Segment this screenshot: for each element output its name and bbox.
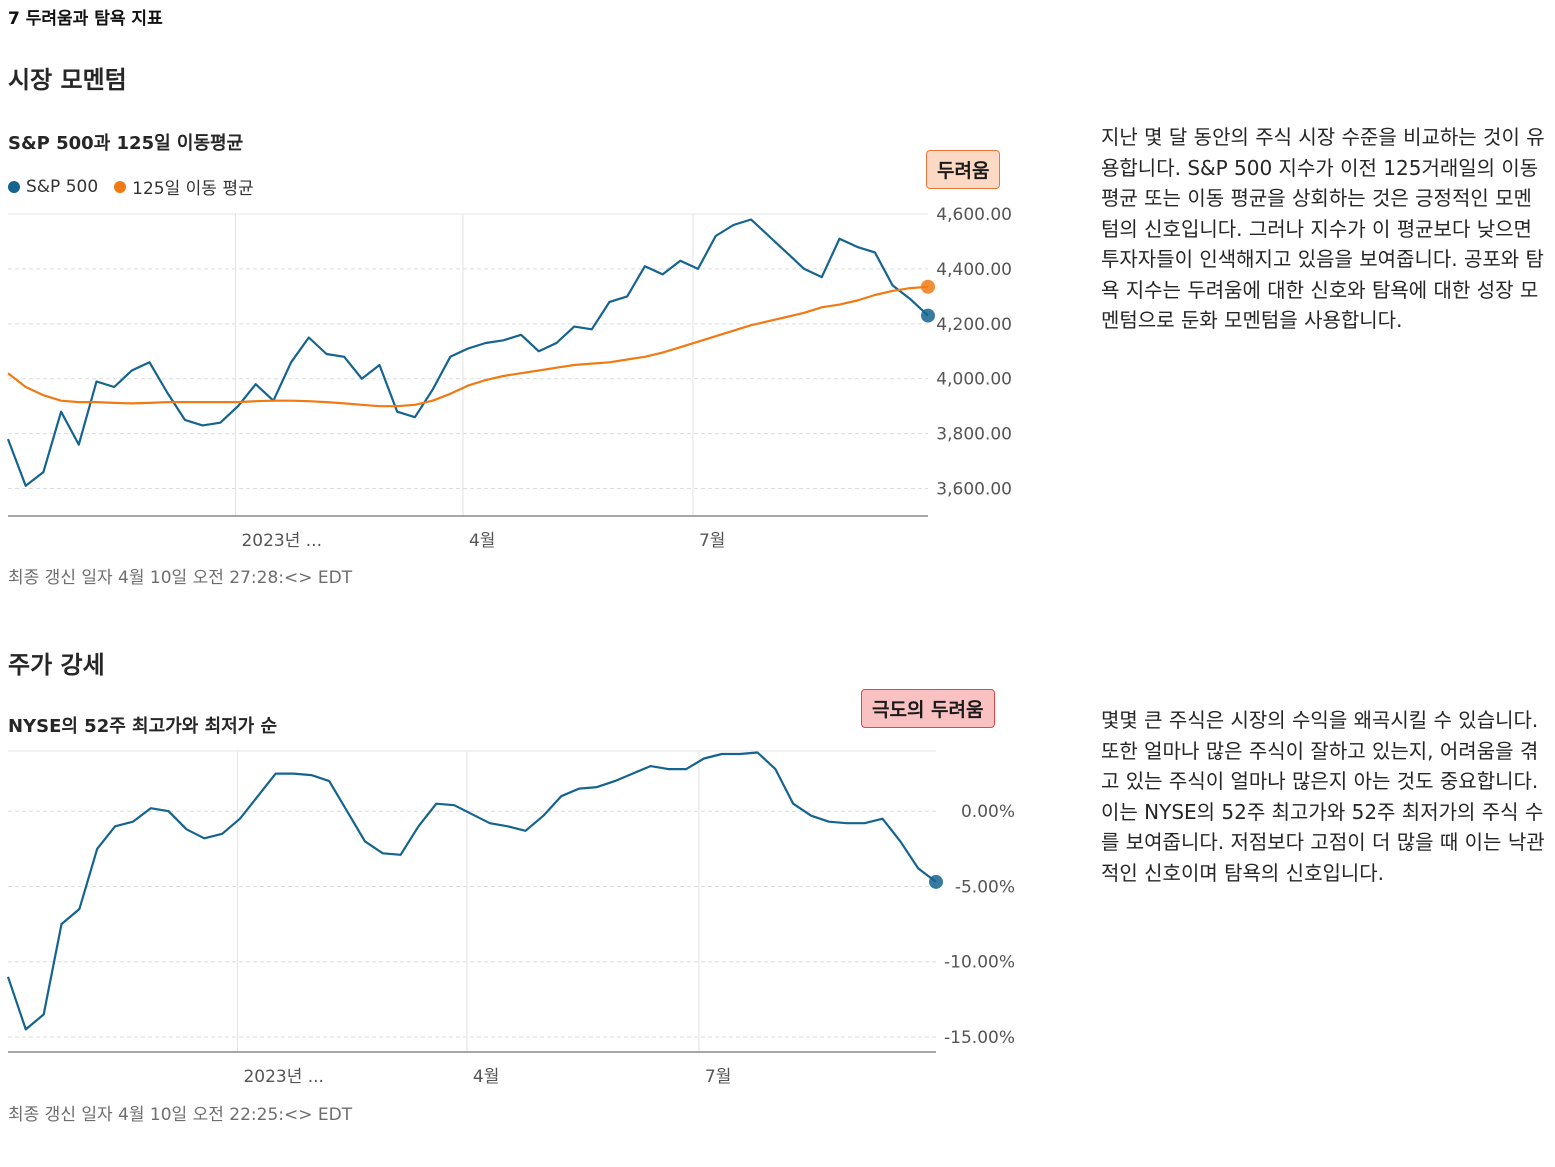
series-line-primary <box>6 751 937 1031</box>
y-tick-label: -15.00% <box>944 1028 1015 1048</box>
section-heading-market-momentum: 시장 모멘텀 <box>8 66 127 94</box>
legend-item-moving-average[interactable]: 125일 이동 평균 <box>114 174 254 199</box>
legend-item-sp500[interactable]: S&P 500 <box>8 177 98 197</box>
y-tick-label: -5.00% <box>955 877 1015 897</box>
description-market-momentum: 지난 몇 달 동안의 주식 시장 수준을 비교하는 것이 유용합니다. S&P … <box>1101 125 1545 332</box>
x-tick-label: 4월 <box>469 531 495 551</box>
legend-dot-moving-average <box>114 180 127 193</box>
x-tick-label: 2023년 ... <box>243 1067 324 1087</box>
section-heading-stock-strength: 주가 강세 <box>8 651 105 679</box>
y-tick-label: 3,600.00 <box>936 480 1012 500</box>
sp500-moving-average-chart[interactable]: 4,600.00 4,400.00 4,200.00 4,000.00 3,800.00… <box>0 200 1030 560</box>
breadcrumb: 7 두려움과 탐욕 지표 <box>8 9 163 29</box>
series-end-marker-primary <box>921 308 935 323</box>
series-end-marker-primary <box>929 874 943 889</box>
last-updated-sp500: 최종 갱신 일자 4월 10일 오전 27:28:<> EDT <box>8 568 353 588</box>
y-tick-label: 4,400.00 <box>936 260 1012 280</box>
x-tick-label: 7월 <box>699 531 725 551</box>
chart-title-nyse: NYSE의 52주 최고가와 최저가 순 <box>8 716 278 737</box>
sentiment-badge-fear: 두려움 <box>926 150 1001 189</box>
chart-legend: S&P 500 125일 이동 평균 <box>8 174 270 199</box>
y-tick-label: 4,600.00 <box>936 205 1012 225</box>
legend-label-moving-average: 125일 이동 평균 <box>132 179 254 199</box>
last-updated-nyse: 최종 갱신 일자 4월 10일 오전 22:25:<> EDT <box>8 1105 353 1125</box>
y-tick-label: 0.00% <box>961 802 1015 822</box>
x-tick-label: 2023년 ... <box>241 531 322 551</box>
y-tick-label: 4,000.00 <box>936 370 1012 390</box>
series-line-secondary <box>7 285 929 408</box>
sentiment-badge-extreme-fear: 극도의 두려움 <box>861 689 995 728</box>
description-stock-strength: 몇몇 큰 주식은 시장의 수익을 왜곡시킬 수 있습니다. 또한 얼마나 많은 … <box>1101 708 1545 885</box>
series-line-primary <box>6 218 929 487</box>
y-tick-label: 3,800.00 <box>936 425 1012 445</box>
x-tick-label: 4월 <box>473 1067 499 1087</box>
x-tick-label: 7월 <box>705 1067 731 1087</box>
series-end-marker-secondary <box>921 279 935 294</box>
legend-dot-sp500 <box>8 180 20 193</box>
legend-label-sp500: S&P 500 <box>26 176 99 197</box>
chart-title-sp500: S&P 500과 125일 이동평균 <box>8 133 244 154</box>
y-tick-label: 4,200.00 <box>936 315 1012 335</box>
nyse-highs-lows-chart[interactable]: 0.00% -5.00% -10.00% -15.00% 2023년 ... 4월 7월 <box>0 740 1030 1095</box>
y-tick-label: -10.00% <box>944 953 1015 973</box>
